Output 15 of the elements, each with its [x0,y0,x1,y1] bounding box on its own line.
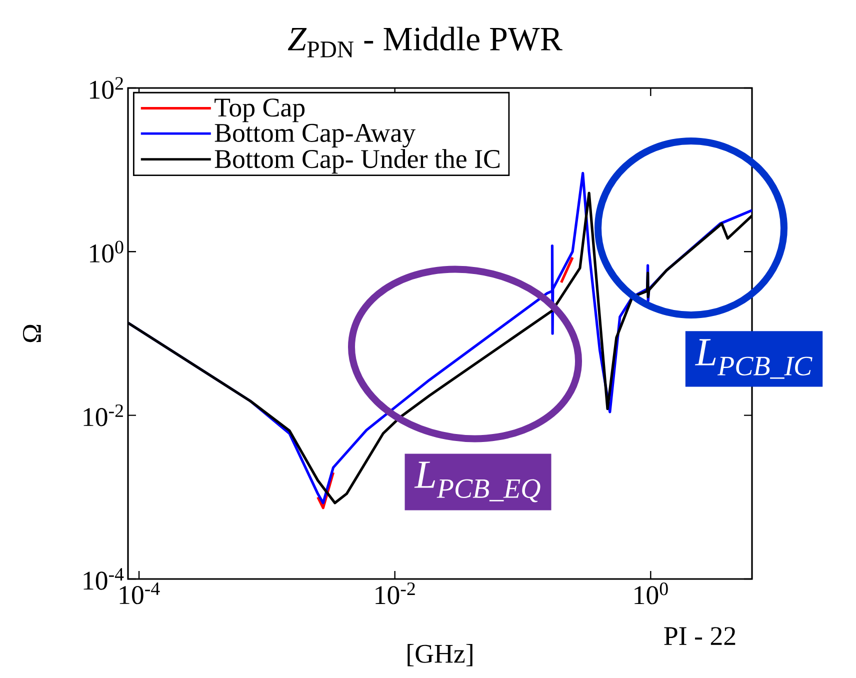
x-tick-label: 10$^{0}$ [634,582,668,604]
annotation: L$_{PCB_IC}$ [694,339,812,379]
annotation: L$_{PCB_EQ}$ [414,462,540,502]
x-axis-title: [GHz] [408,644,472,666]
y-tick-label: 10$^{-2}$ [84,404,123,426]
legend-label: Bottom Cap-Away [214,124,416,148]
chart-title: Z$_{PDN}$ - Middle PWR [288,26,562,58]
x-tick-label: 10$^{-4}$ [120,582,160,604]
y-axis-title: Ω [22,324,41,342]
x-tick-label: 10$^{-2}$ [376,582,415,604]
y-tick-label: 10$^{2}$ [90,77,123,99]
y-tick-label: 10$^{0}$ [90,240,124,263]
text: PI - 22 [664,627,736,645]
legend-label: Bottom Cap- Under the IC [214,149,500,174]
legend-label: Top Cap [214,98,305,122]
